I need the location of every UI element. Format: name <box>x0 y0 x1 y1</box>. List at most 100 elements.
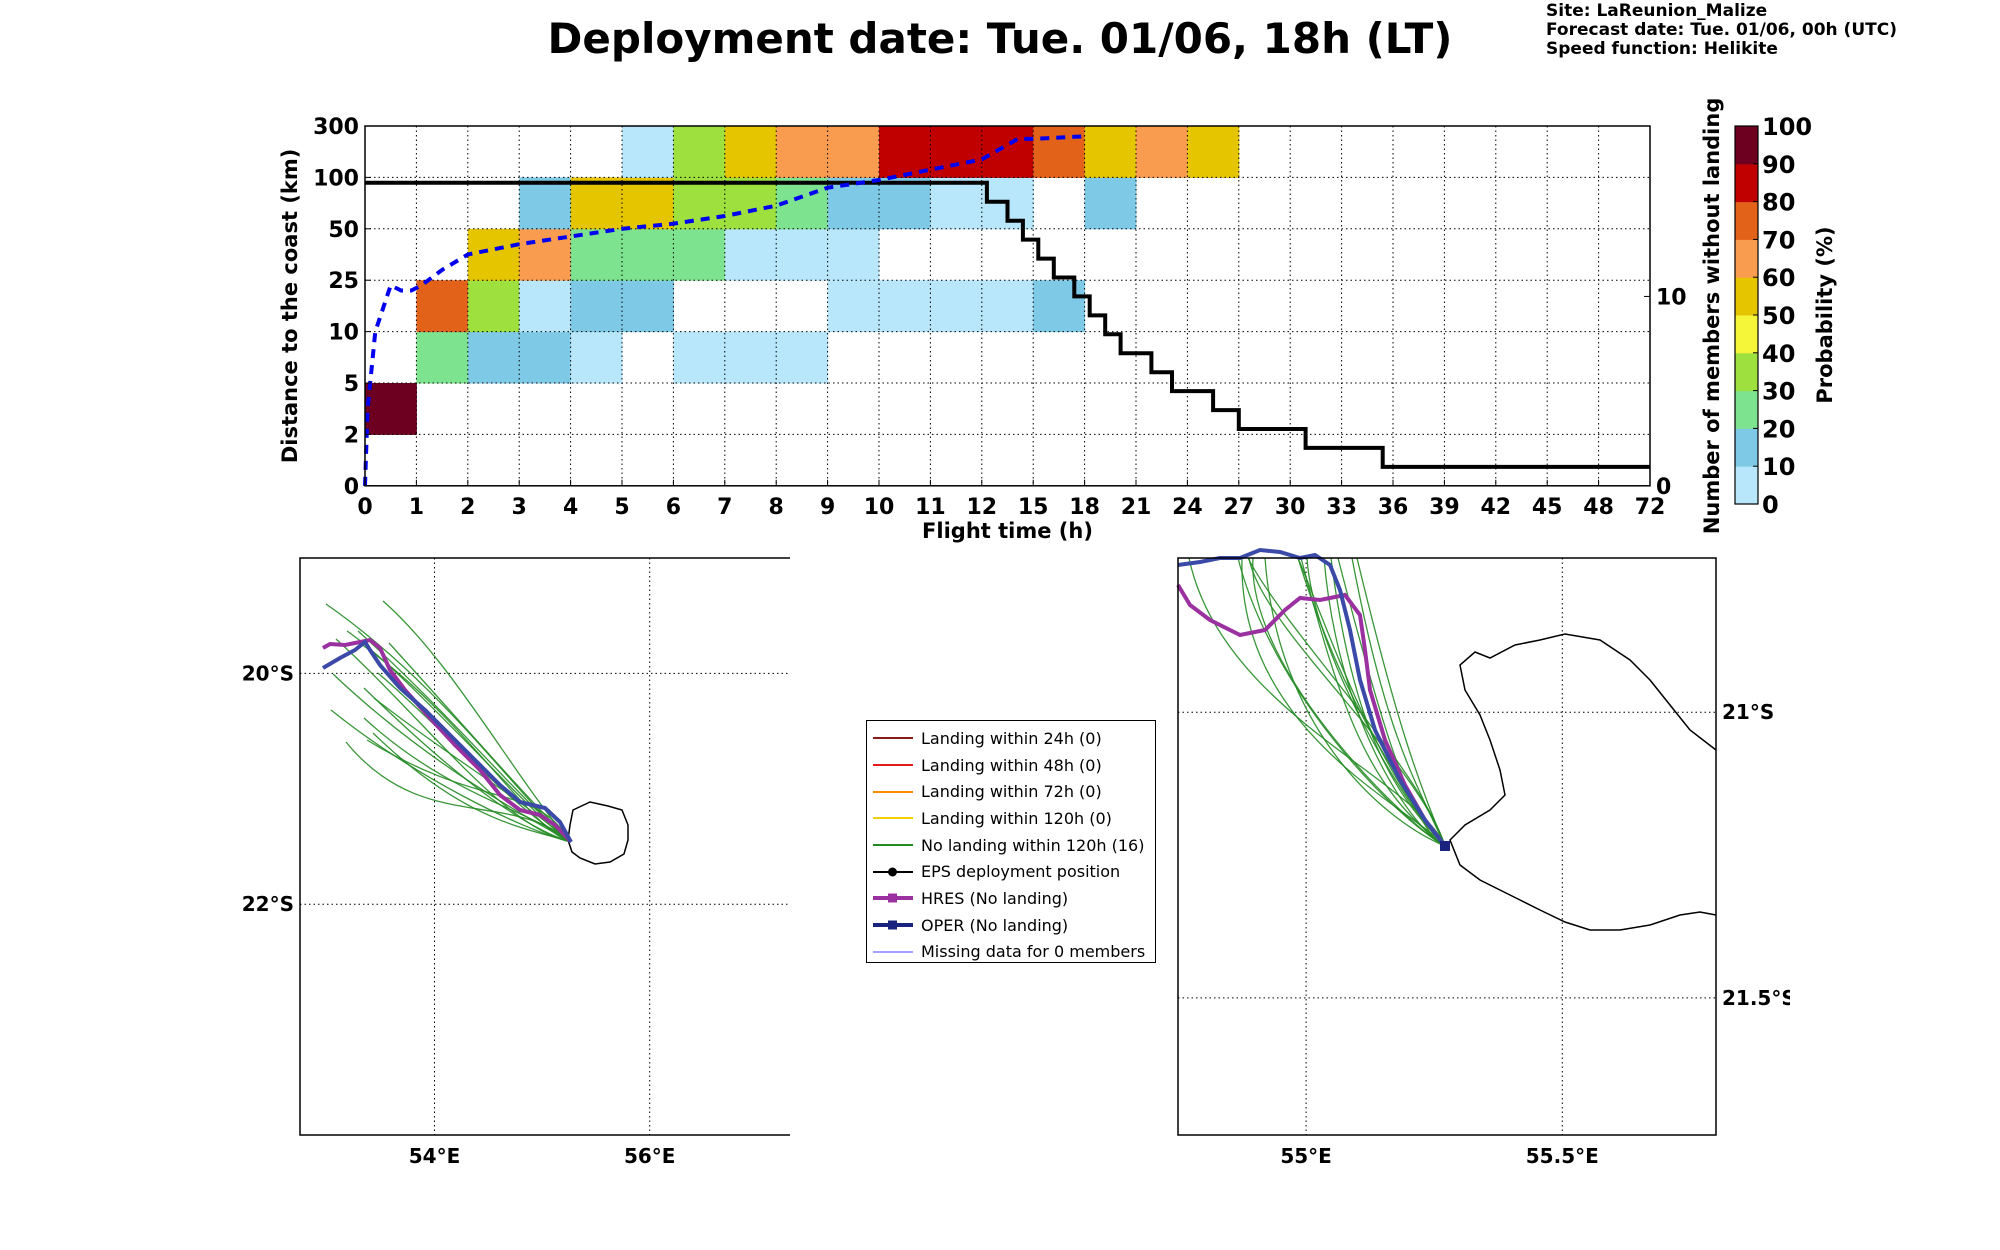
legend-label: Missing data for 0 members <box>921 942 1146 962</box>
heatmap-cell <box>416 331 469 384</box>
plot-frame <box>364 125 1651 487</box>
legend-label: HRES (No landing) <box>921 888 1069 908</box>
site-label: Site: LaReunion_Malize <box>1546 1 1768 21</box>
y2-tick-label: 0 <box>1656 475 1671 500</box>
heatmap-cell <box>570 280 623 333</box>
y-tick-label: 5 <box>344 372 359 397</box>
colorbar-swatch <box>1735 201 1758 240</box>
y-tick-label: 50 <box>328 218 359 243</box>
trajectory-map-zoom: 55°E 55.5°E 21°S 21.5°S <box>1176 547 1790 1168</box>
colorbar-swatch <box>1735 315 1758 354</box>
y-tick-label: 300 <box>313 115 359 140</box>
heatmap-cell <box>724 126 777 178</box>
legend-label: Landing within 48h (0) <box>921 755 1102 775</box>
heatmap-cell <box>673 331 726 384</box>
heatmap-cell <box>776 331 829 384</box>
longitude-label: 54°E <box>409 1144 461 1168</box>
x-tick-label: 11 <box>915 495 946 520</box>
x-tick-label: 0 <box>357 495 372 520</box>
x-tick-label: 5 <box>614 495 629 520</box>
members-without-landing-line <box>365 180 1650 469</box>
x-tick-label: 4 <box>563 495 578 520</box>
forecast-info: Site: LaReunion_Malize Forecast date: Tu… <box>1546 2 1897 59</box>
legend-label: Landing within 120h (0) <box>921 808 1112 828</box>
y-tick-label: 2 <box>344 423 359 448</box>
ensemble-trajectory-line <box>363 717 572 843</box>
ensemble-trajectory-line <box>382 600 572 843</box>
y2-tick-label: 10 <box>1656 285 1687 310</box>
legend-entry: Landing within 24h (0) <box>873 725 1155 752</box>
latitude-label: 21°S <box>1722 700 1774 724</box>
colorbar-tick-label: 80 <box>1762 189 1795 217</box>
heatmap-cell <box>776 228 829 281</box>
forecast-date-label: Forecast date: Tue. 01/06, 00h (UTC) <box>1546 20 1897 40</box>
ensemble-trajectory-line <box>1337 557 1446 847</box>
x-tick-label: 8 <box>769 495 784 520</box>
x-axis-label: Flight time (h) <box>922 519 1093 543</box>
heatmap-cell <box>467 331 520 384</box>
heatmap-cell <box>570 228 623 281</box>
heatmap-cell <box>776 126 829 178</box>
legend-label: Landing within 24h (0) <box>921 728 1102 748</box>
heatmap-cell <box>724 228 777 281</box>
heatmap-cell <box>724 177 777 230</box>
deployment-position-marker <box>1440 841 1450 851</box>
heatmap-cell <box>1033 280 1086 333</box>
heatmap-cell <box>519 177 572 230</box>
legend-entry: Landing within 72h (0) <box>873 778 1155 805</box>
y-tick-label: 25 <box>328 269 359 294</box>
colorbar-tick-label: 50 <box>1762 302 1795 330</box>
colorbar-label: Probability (%) <box>1813 226 1837 403</box>
x-tick-label: 2 <box>460 495 475 520</box>
heatmap-cell <box>673 126 726 178</box>
colorbar-swatch <box>1735 466 1758 505</box>
x-tick-label: 15 <box>1018 495 1049 520</box>
latitude-label: 21.5°S <box>1722 986 1790 1010</box>
x-tick-label: 39 <box>1429 495 1460 520</box>
heatmap-cell <box>622 126 674 178</box>
heatmap-cell <box>570 177 623 230</box>
ensemble-trajectory-line <box>372 732 572 843</box>
ensemble-trajectory-line <box>1323 557 1446 847</box>
colorbar-tick-label: 40 <box>1762 340 1795 368</box>
heatmap-cell <box>622 177 674 230</box>
ensemble-trajectory-line <box>335 638 572 843</box>
ensemble-trajectory-line <box>363 687 572 843</box>
colorbar-tick-label: 90 <box>1762 151 1795 179</box>
y-tick-label: 10 <box>328 321 359 346</box>
y2-axis-label: Number of members without landing <box>1700 98 1724 535</box>
legend-swatch <box>873 887 913 909</box>
legend-label: OPER (No landing) <box>921 915 1069 935</box>
x-tick-label: 72 <box>1635 495 1666 520</box>
colorbar-swatch <box>1735 428 1758 467</box>
ensemble-trajectory-line <box>1252 557 1446 847</box>
heatmap-cell <box>365 383 417 435</box>
x-tick-label: 7 <box>717 495 732 520</box>
legend-swatch <box>873 781 913 803</box>
x-tick-label: 1 <box>409 495 424 520</box>
ensemble-trajectory-line <box>1241 557 1446 847</box>
legend-entry: HRES (No landing) <box>873 885 1155 912</box>
ensemble-trajectory-line <box>1351 557 1446 847</box>
heatmap-cell <box>519 280 572 333</box>
colorbar-tick-label: 20 <box>1762 415 1795 443</box>
heatmap-cell <box>1084 177 1137 230</box>
x-tick-label: 18 <box>1069 495 1100 520</box>
map-legend: Landing within 24h (0) Landing within 48h… <box>866 720 1156 963</box>
x-tick-label: 27 <box>1223 495 1254 520</box>
colorbar-swatch <box>1735 163 1758 203</box>
legend-swatch <box>873 807 913 829</box>
latitude-label: 22°S <box>242 892 294 916</box>
heatmap-cell <box>879 126 931 178</box>
legend-swatch <box>873 727 913 749</box>
figure-title: Deployment date: Tue. 01/06, 18h (LT) <box>547 14 1453 63</box>
colorbar-swatch <box>1735 277 1758 316</box>
map-frame <box>1177 557 1717 1136</box>
heatmap-cell <box>673 177 726 230</box>
legend-label: Landing within 72h (0) <box>921 782 1102 802</box>
x-tick-label: 9 <box>820 495 835 520</box>
legend-swatch <box>873 914 913 936</box>
heatmap-cell <box>827 126 880 178</box>
legend-entry: Missing data for 0 members <box>873 939 1155 966</box>
legend-swatch <box>873 834 913 856</box>
